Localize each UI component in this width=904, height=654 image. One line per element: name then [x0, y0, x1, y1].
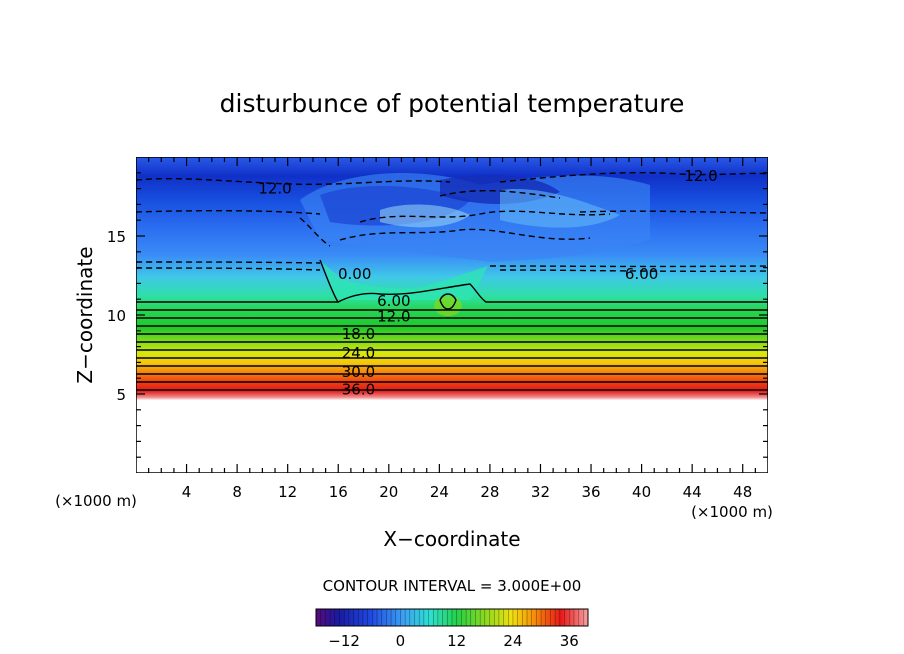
- colorbar-segments: [320, 609, 584, 626]
- chart-title: disturbunce of potential temperature: [220, 89, 685, 118]
- colorbar-tick-label: 24: [503, 632, 522, 650]
- y-tick-label: 15: [107, 228, 126, 246]
- x-tick-label: 20: [379, 483, 398, 501]
- contour-interval: CONTOUR INTERVAL = 3.000E+00: [323, 577, 582, 595]
- contour-label: 12.0: [377, 308, 410, 326]
- colorbar-tick-label: 12: [447, 632, 466, 650]
- x-tick-label: 36: [581, 483, 600, 501]
- x-tick-label: 40: [632, 483, 651, 501]
- colorbar-tick-label: 36: [560, 632, 579, 650]
- contour-label: 30.0: [342, 363, 375, 381]
- contour-label: 18.0: [342, 325, 375, 343]
- contour-label: 12.0: [684, 167, 717, 185]
- x-tick-label: 28: [480, 483, 499, 501]
- x-tick-label: 32: [531, 483, 550, 501]
- y-axis-title: Z−coordinate: [73, 246, 97, 383]
- y-unit-label: (×1000 m): [691, 503, 773, 521]
- y-tick-label: 5: [116, 386, 126, 404]
- x-tick-label: 24: [430, 483, 449, 501]
- x-axis-ticks: 4 8 12 16 20 24 28 32 36 40 44 48: [148, 157, 756, 501]
- x-tick-label: 8: [232, 483, 242, 501]
- x-tick-label: 44: [683, 483, 702, 501]
- contour-label: 24.0: [342, 344, 375, 362]
- contour-label: 36.0: [342, 380, 375, 398]
- plot-field: [136, 157, 768, 473]
- x-axis-title: X−coordinate: [383, 527, 520, 551]
- contour-label: 0.00: [338, 265, 371, 283]
- x-tick-label: 48: [733, 483, 752, 501]
- x-unit-label: (×1000 m): [55, 492, 137, 510]
- colorbar-tick-label: 0: [396, 632, 406, 650]
- contour-label: 6.00: [377, 292, 410, 310]
- y-axis-ticks: 5 10 15: [107, 172, 768, 458]
- x-tick-label: 12: [278, 483, 297, 501]
- colorbar-ticks: −12 0 12 24 36: [328, 632, 578, 650]
- contour-label: 12.0: [258, 180, 291, 198]
- x-tick-label: 4: [182, 483, 192, 501]
- colorbar-tick-label: −12: [328, 632, 360, 650]
- y-tick-label: 10: [107, 307, 126, 325]
- x-tick-label: 16: [329, 483, 348, 501]
- contour-label: 6.00: [625, 265, 658, 283]
